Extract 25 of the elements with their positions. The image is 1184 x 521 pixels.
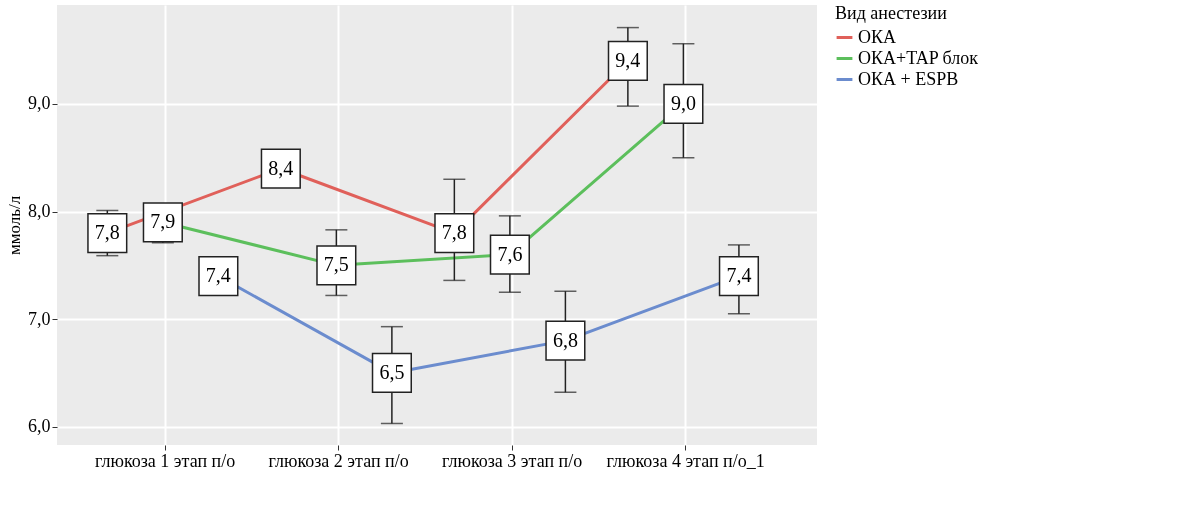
- data-label: 6,5: [379, 360, 405, 383]
- x-tick-label: глюкоза 3 этап п/о: [442, 450, 583, 471]
- data-label: 9,0: [670, 91, 696, 114]
- x-tick-label: глюкоза 2 этап п/о: [268, 450, 409, 471]
- y-axis-title: ммоль/л: [5, 195, 24, 256]
- data-label: 8,4: [268, 156, 294, 179]
- data-label: 7,6: [497, 242, 523, 265]
- y-tick-label: 7,0: [28, 308, 51, 329]
- data-label: 6,8: [552, 328, 578, 351]
- x-tick-label: глюкоза 1 этап п/о: [94, 450, 236, 471]
- data-label: 7,8: [441, 221, 467, 244]
- y-tick-label: 8,0: [28, 201, 51, 222]
- y-tick-label: 6,0: [28, 416, 51, 437]
- y-tick-label: 9,0: [28, 93, 51, 114]
- legend-title: Вид анестезии: [835, 3, 948, 23]
- data-label: 9,4: [615, 48, 641, 71]
- legend-label: ОКА + ESPB: [858, 68, 959, 89]
- data-label: 7,4: [726, 264, 752, 287]
- data-label: 7,9: [150, 210, 176, 233]
- data-label: 7,4: [205, 264, 231, 287]
- legend-label: ОКА+TAP блок: [858, 47, 979, 68]
- data-label: 7,8: [94, 221, 120, 244]
- data-label: 7,5: [323, 253, 349, 276]
- legend-label: ОКА: [858, 26, 897, 47]
- x-tick-label: глюкоза 4 этап п/о_1: [606, 450, 765, 471]
